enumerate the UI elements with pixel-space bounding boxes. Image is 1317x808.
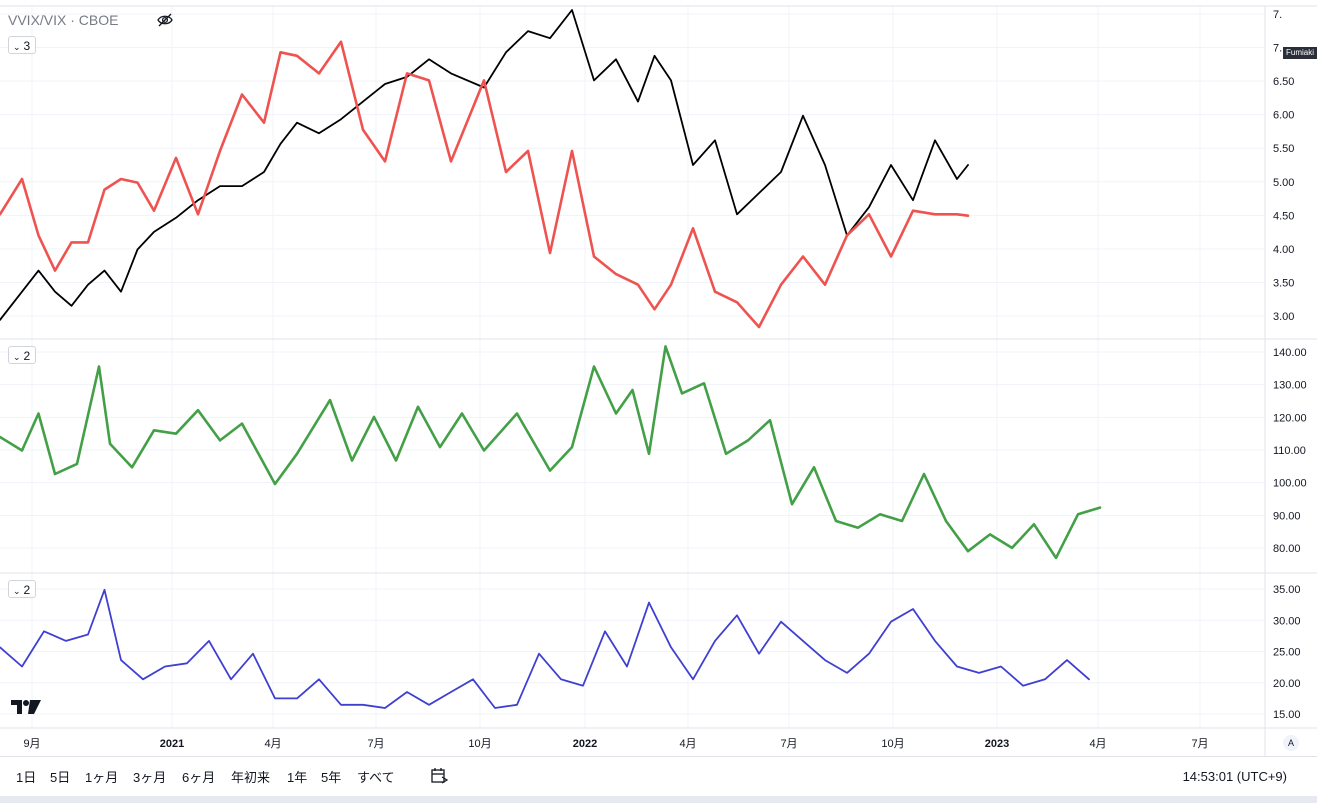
x-tick-label: 7月 — [367, 738, 384, 750]
pane3-collapse-button[interactable]: ⌄ 2 — [8, 580, 36, 598]
bottom-toolbar: 1日 5日 1ヶ月 3ヶ月 6ヶ月 年初来 1年 5年 すべて 14:53:01… — [0, 756, 1317, 796]
y-tick-label: 7. — [1273, 9, 1282, 21]
x-axis-layer: 9月 2021 4月 7月 10月 2022 4月 7月 10月 2023 4月 7月 — [23, 738, 1208, 750]
range-5y-button[interactable]: 5年 — [321, 770, 342, 785]
x-tick-label: 4月 — [264, 738, 281, 750]
y-tick-label: 4.00 — [1273, 244, 1294, 256]
range-ytd-button[interactable]: 年初来 — [231, 770, 271, 785]
range-5d-button[interactable]: 5日 — [50, 770, 71, 785]
y-tick-label: 7. — [1273, 43, 1282, 55]
chevron-down-icon: ⌄ — [13, 352, 21, 362]
y-tick-label: 100.00 — [1273, 478, 1307, 490]
range-1y-button[interactable]: 1年 — [287, 770, 308, 785]
pane1-collapse-button[interactable]: ⌄ 3 — [8, 36, 36, 54]
eye-crossed-icon[interactable] — [156, 12, 174, 28]
y-tick-label: 6.50 — [1273, 76, 1294, 88]
y-tick-label: 35.00 — [1273, 584, 1301, 596]
x-tick-label: 2021 — [160, 738, 184, 750]
clock-timezone[interactable]: 14:53:01 (UTC+9) — [1182, 769, 1287, 784]
y-tick-label: 20.00 — [1273, 678, 1301, 690]
series-line-2-0 — [0, 588, 1090, 709]
series-layer — [0, 9, 1102, 709]
y-tick-label: 15.00 — [1273, 709, 1301, 721]
pane1-badge-count: 3 — [23, 39, 31, 53]
grid-layer — [0, 6, 1265, 728]
series-line-0-1 — [0, 40, 970, 329]
pane2-collapse-button[interactable]: ⌄ 2 — [8, 346, 36, 364]
range-6m-button[interactable]: 6ヶ月 — [182, 770, 216, 785]
auto-scale-button[interactable]: A — [1283, 735, 1299, 751]
chevron-down-icon: ⌄ — [13, 586, 21, 596]
x-tick-label: 9月 — [23, 738, 40, 750]
x-tick-label: 10月 — [881, 738, 904, 750]
range-1m-button[interactable]: 1ヶ月 — [85, 770, 119, 785]
y-tick-label: 120.00 — [1273, 412, 1307, 424]
x-tick-label: 7月 — [1191, 738, 1208, 750]
range-3m-button[interactable]: 3ヶ月 — [133, 770, 167, 785]
y-tick-label: 5.50 — [1273, 143, 1294, 155]
y-tick-label: 30.00 — [1273, 615, 1301, 627]
y-tick-label: 5.00 — [1273, 177, 1294, 189]
symbol-title[interactable]: VVIX/VIX · CBOE — [8, 12, 119, 28]
series-line-1-0 — [0, 345, 1102, 560]
y-axis-layer: 7. 7. 6.50 6.00 5.50 5.00 4.50 4.00 3.50 3.00 140.… — [1273, 9, 1307, 721]
series-line-0-0 — [0, 9, 969, 321]
x-tick-label: 4月 — [679, 738, 696, 750]
pane-separators — [0, 5, 1317, 756]
chevron-down-icon: ⌄ — [13, 42, 21, 52]
y-tick-label: 80.00 — [1273, 543, 1301, 555]
pane2-badge-count: 2 — [23, 349, 31, 363]
y-tick-label: 130.00 — [1273, 380, 1307, 392]
y-tick-label: 3.00 — [1273, 311, 1294, 323]
y-tick-label: 25.00 — [1273, 647, 1301, 659]
x-tick-label: 10月 — [468, 738, 491, 750]
y-tick-label: 90.00 — [1273, 510, 1301, 522]
y-tick-label: 4.50 — [1273, 210, 1294, 222]
y-tick-label: 140.00 — [1273, 347, 1307, 359]
y-tick-label: 110.00 — [1273, 445, 1306, 457]
range-1d-button[interactable]: 1日 — [16, 770, 37, 785]
bottom-strip — [0, 796, 1317, 803]
x-tick-label: 2023 — [985, 738, 1009, 750]
price-tag: Fumiaki — [1283, 47, 1317, 59]
y-tick-label: 6.00 — [1273, 110, 1294, 122]
y-tick-label: 3.50 — [1273, 277, 1294, 289]
pane3-badge-count: 2 — [23, 583, 31, 597]
tradingview-logo-icon[interactable] — [10, 698, 42, 716]
x-tick-label: 2022 — [573, 738, 597, 750]
x-tick-label: 4月 — [1089, 738, 1106, 750]
x-tick-label: 7月 — [780, 738, 797, 750]
range-all-button[interactable]: すべて — [357, 770, 395, 785]
calendar-goto-icon[interactable] — [430, 767, 448, 785]
